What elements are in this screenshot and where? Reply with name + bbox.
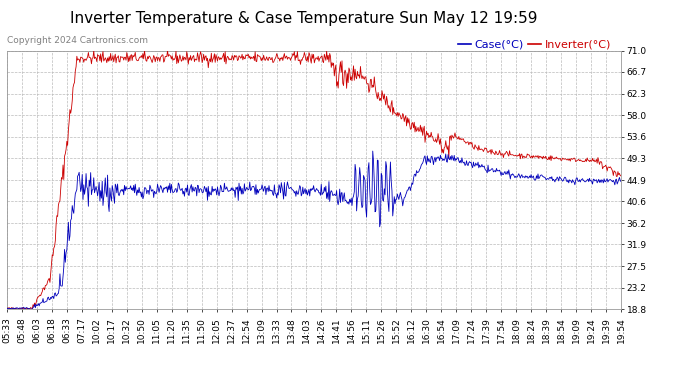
- Legend: Case(°C), Inverter(°C): Case(°C), Inverter(°C): [453, 36, 615, 54]
- Text: Copyright 2024 Cartronics.com: Copyright 2024 Cartronics.com: [7, 36, 148, 45]
- Text: Inverter Temperature & Case Temperature Sun May 12 19:59: Inverter Temperature & Case Temperature …: [70, 11, 538, 26]
